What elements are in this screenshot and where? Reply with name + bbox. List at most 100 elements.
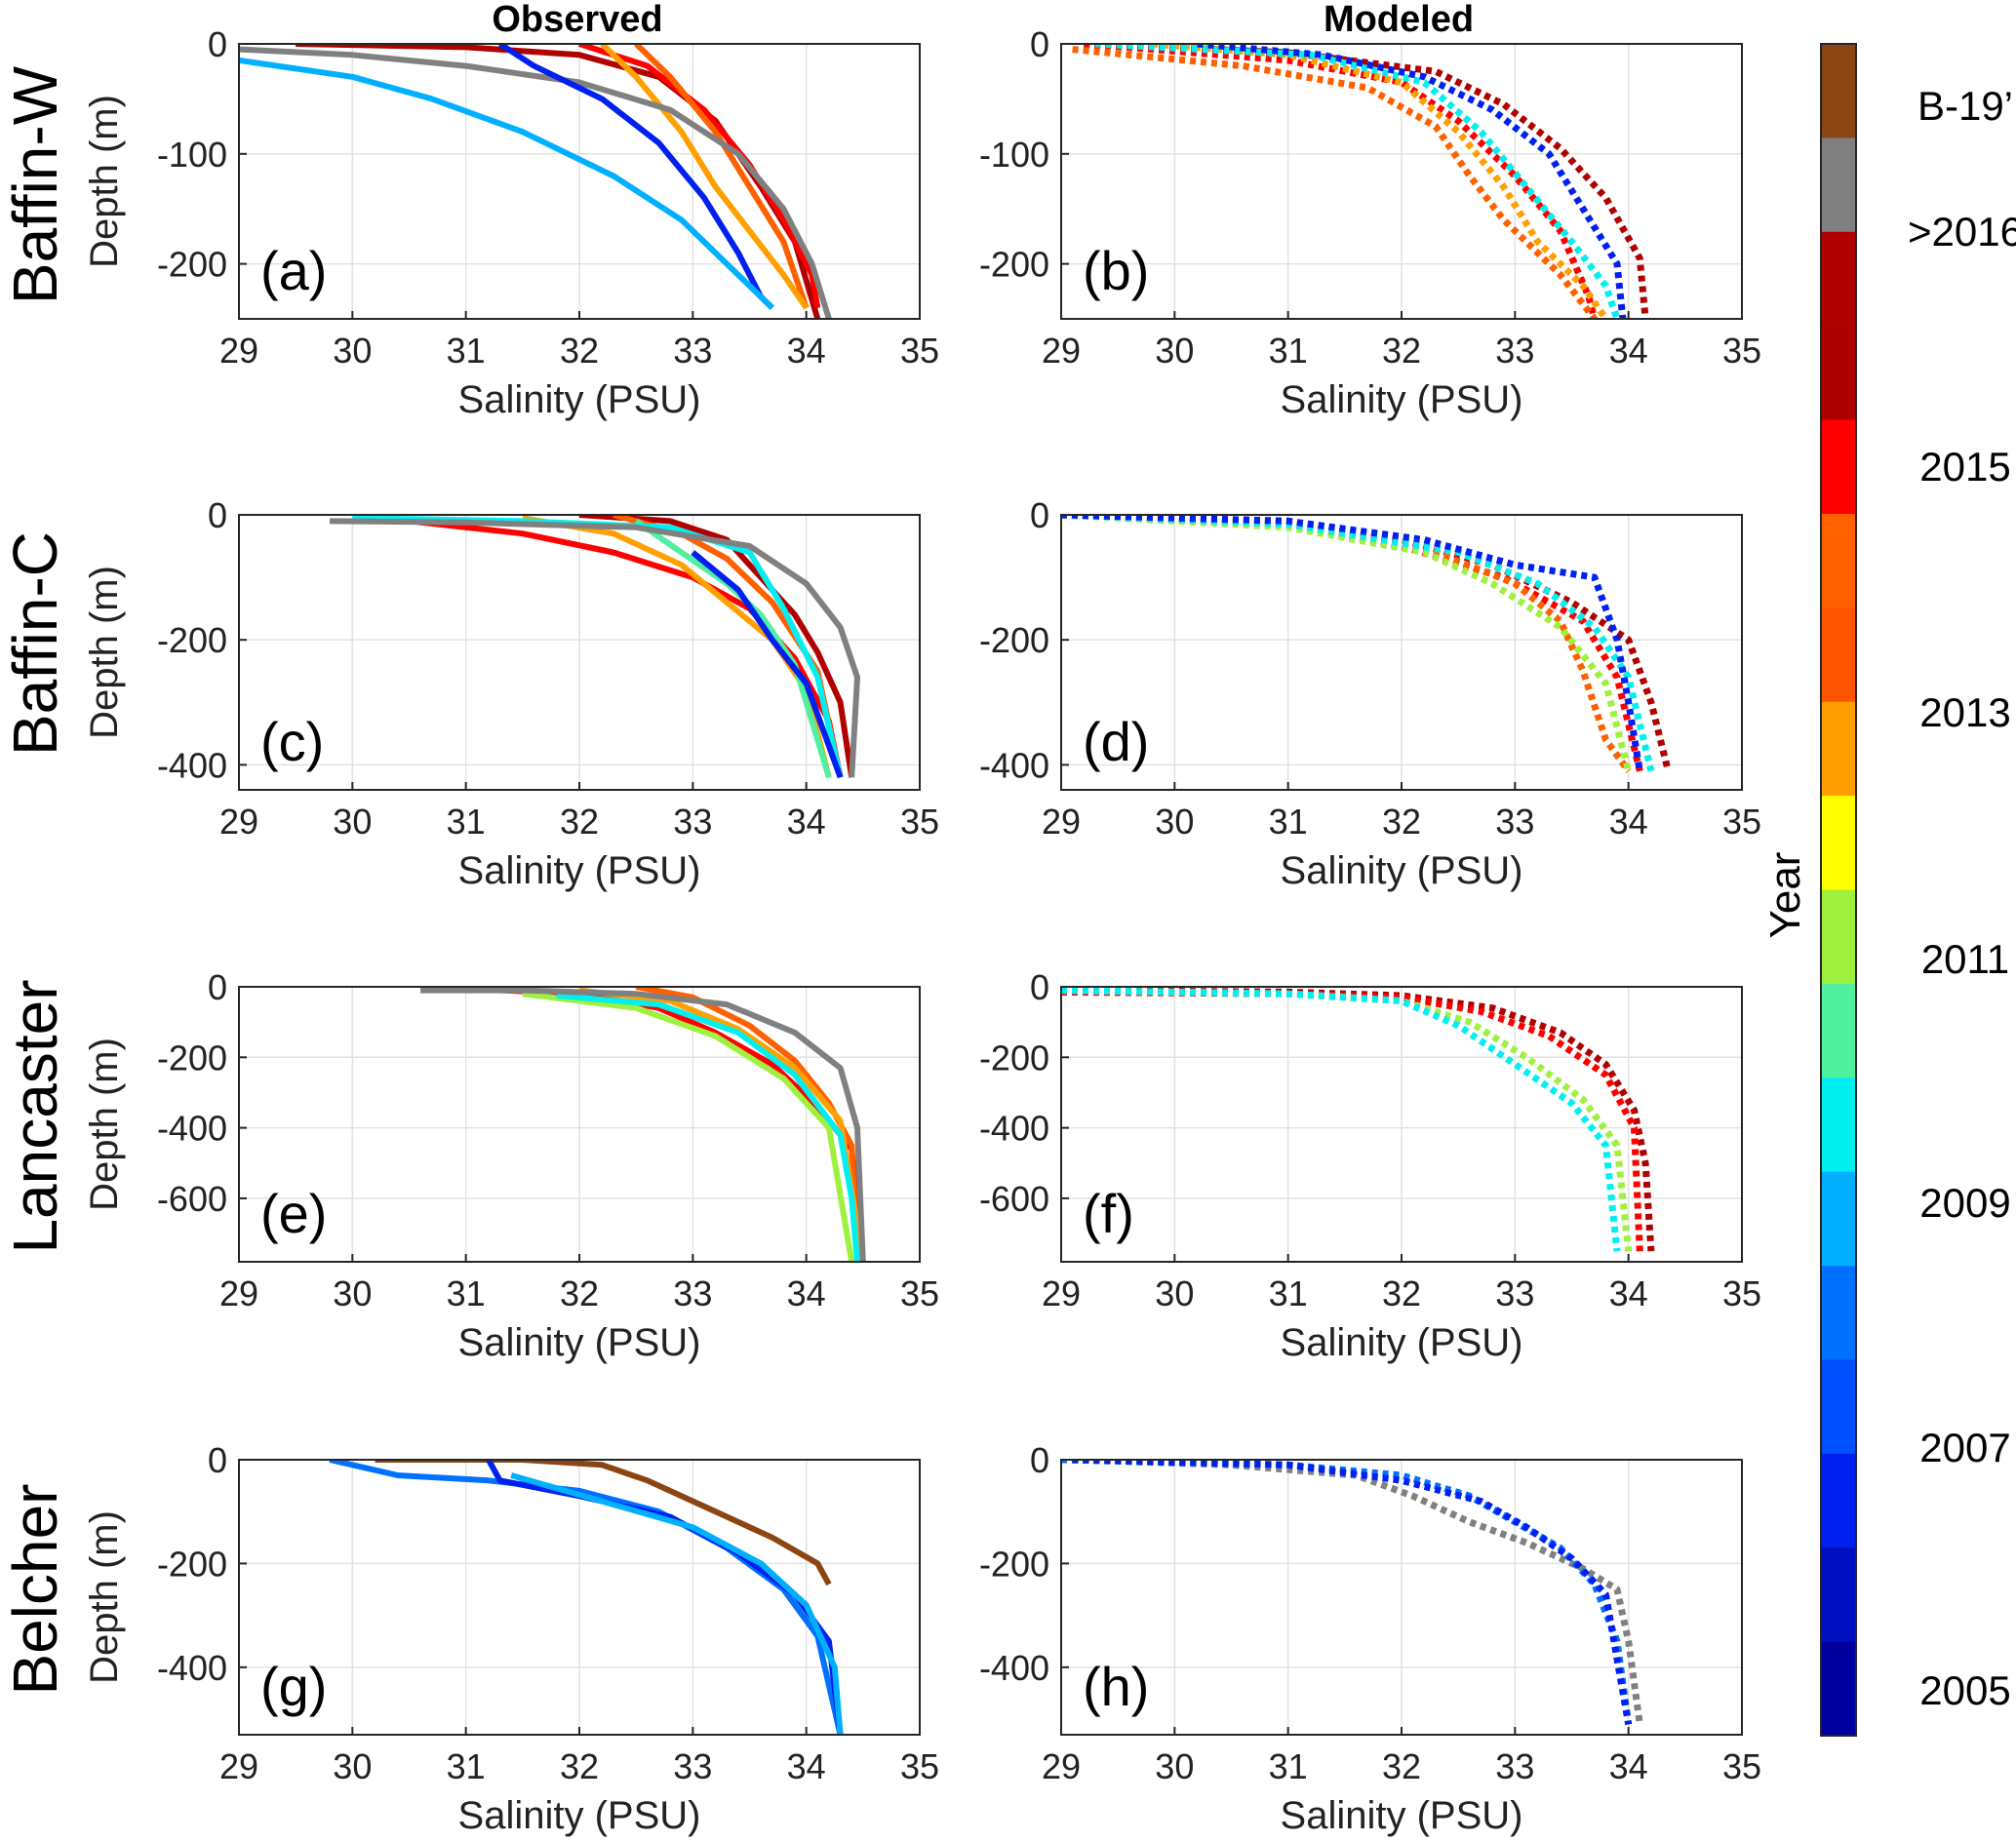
x-tick-label: 33 (673, 802, 712, 842)
series-line-2011 (522, 991, 855, 1262)
panel-label: (h) (1083, 1656, 1149, 1717)
panel-label: (g) (260, 1656, 327, 1717)
y-tick-label: 0 (1030, 495, 1049, 535)
colorbar-tick-label: B-19’ (1917, 83, 2013, 129)
x-tick-label: 34 (1609, 1273, 1648, 1313)
x-tick-label: 30 (333, 1746, 372, 1786)
panel-label: (d) (1083, 711, 1149, 772)
series-group (1061, 987, 1655, 1252)
colorbar-band (1821, 1453, 1856, 1548)
x-tick-label: 31 (447, 802, 486, 842)
series-group (420, 987, 866, 1262)
series-line-2009 (556, 993, 860, 1262)
x-tick-label: 30 (1155, 1746, 1194, 1786)
x-tick-label: 33 (673, 1746, 712, 1786)
x-tick-label: 35 (1722, 802, 1761, 842)
colorbar-frame (1820, 43, 1857, 1737)
series-line-2014 (635, 987, 860, 1262)
y-tick-label: -400 (157, 1648, 227, 1688)
colorbar-band (1821, 983, 1856, 1078)
y-tick-label: 0 (1030, 1440, 1049, 1480)
colorbar-tick-label: 2011 (1921, 936, 2009, 982)
y-tick-label: -200 (979, 245, 1049, 285)
colorbar-tick-label: 2015 (1919, 444, 2010, 490)
x-tick-label: 34 (787, 802, 826, 842)
series-line-2016 (1061, 987, 1655, 1252)
x-tick-label: 32 (1382, 802, 1421, 842)
x-tick-label: 29 (219, 1746, 258, 1786)
colorbar-tick-label: 2005 (1919, 1667, 2010, 1713)
x-tick-label: 30 (1155, 802, 1194, 842)
x-tick-label: 29 (219, 1273, 258, 1313)
x-tick-label: 32 (560, 331, 599, 371)
colorbar-tick-label: 2007 (1919, 1425, 2010, 1470)
colorbar-band (1821, 889, 1856, 985)
series-line-2016 (420, 987, 866, 1262)
x-tick-label: 29 (219, 802, 258, 842)
x-tick-label: 35 (1722, 1746, 1761, 1786)
x-tick-label: 32 (1382, 1746, 1421, 1786)
x-tick-label: 29 (219, 331, 258, 371)
row-label-baffin-c: Baffin-C (0, 531, 70, 756)
panel-e: 29 30 31 32 33 34 35 0 -200 -400 -600 Salinity (PSU… (83, 967, 939, 1364)
colorbar-band (1821, 231, 1856, 327)
colorbar-band (1821, 513, 1856, 608)
y-axis-label: Depth (m) (83, 1510, 126, 1684)
x-tick-label: 30 (333, 1273, 372, 1313)
x-axis-label: Salinity (PSU) (458, 1321, 701, 1364)
x-axis-label: Salinity (PSU) (458, 849, 701, 892)
x-tick-label: 31 (1269, 802, 1308, 842)
x-axis-label: Salinity (PSU) (458, 1794, 701, 1837)
series-line-2013 (1151, 44, 1609, 319)
series-line-2006 (1072, 1460, 1633, 1726)
series-line-2008 (510, 1472, 844, 1735)
series-line-2006 (691, 550, 844, 779)
colorbar-band (1821, 419, 1856, 515)
x-tick-label: 33 (1495, 802, 1534, 842)
series-line-2009 (1094, 44, 1621, 319)
colorbar-band (1821, 44, 1856, 138)
x-axis-label: Salinity (PSU) (1281, 1321, 1523, 1364)
y-tick-label: -100 (157, 135, 227, 175)
panel-f: 29 30 31 32 33 34 35 0 -200 -400 -600 Salinity (PSU… (979, 967, 1761, 1364)
x-tick-label: 35 (900, 331, 939, 371)
series-line-2007 (1197, 44, 1627, 319)
y-tick-label: -600 (979, 1179, 1049, 1219)
colorbar: B-19’ >2016 2015 2013 2011 2009 2007 2005 (1820, 43, 2016, 1737)
panel-g: 29 30 31 32 33 34 35 0 -200 -400 Salinity (PSU) Dep… (83, 1440, 939, 1837)
colorbar-band (1821, 1077, 1856, 1173)
x-tick-label: 32 (1382, 1273, 1421, 1313)
y-tick-label: -400 (157, 745, 227, 785)
x-tick-label: 34 (787, 331, 826, 371)
colorbar-band (1821, 1266, 1856, 1361)
x-tick-label: 30 (1155, 1273, 1194, 1313)
x-tick-label: 35 (1722, 331, 1761, 371)
panel-label: (c) (260, 711, 324, 772)
x-tick-label: 30 (333, 331, 372, 371)
series-line-2007 (329, 1460, 844, 1735)
y-tick-label: 0 (1030, 24, 1049, 64)
panel-h: 29 30 31 32 33 34 35 0 -200 -400 Salinity (PSU) (h) (979, 1440, 1761, 1837)
series-line-2016 (330, 518, 860, 778)
row-label-baffin-w: Baffin-W (0, 65, 70, 304)
y-tick-label: -200 (979, 1544, 1049, 1584)
x-tick-label: 32 (560, 1746, 599, 1786)
x-tick-label: 29 (1042, 1746, 1081, 1786)
x-axis-label: Salinity (PSU) (1281, 378, 1523, 421)
colorbar-band (1821, 1359, 1856, 1455)
panel-a: 29 30 31 32 33 34 35 0 -100 -200 Salinity (PSU) Dep… (83, 24, 939, 421)
colorbar-tick-label: 2013 (1919, 689, 2010, 735)
y-tick-label: -200 (157, 245, 227, 285)
series-line-2007 (1061, 515, 1643, 772)
x-tick-label: 34 (787, 1273, 826, 1313)
x-tick-label: 31 (1269, 1273, 1308, 1313)
series-group (239, 44, 832, 319)
colorbar-band (1821, 701, 1856, 797)
series-line-2013 (578, 987, 866, 1262)
x-tick-label: 31 (447, 1273, 486, 1313)
series-line-2015 (465, 987, 866, 1262)
row-label-belcher: Belcher (0, 1484, 70, 1696)
x-tick-label: 32 (560, 1273, 599, 1313)
series-line-2009 (1061, 515, 1655, 772)
panels: 29 30 31 32 33 34 35 0 -100 -200 Salinity (PSU) Dep… (83, 24, 1761, 1837)
